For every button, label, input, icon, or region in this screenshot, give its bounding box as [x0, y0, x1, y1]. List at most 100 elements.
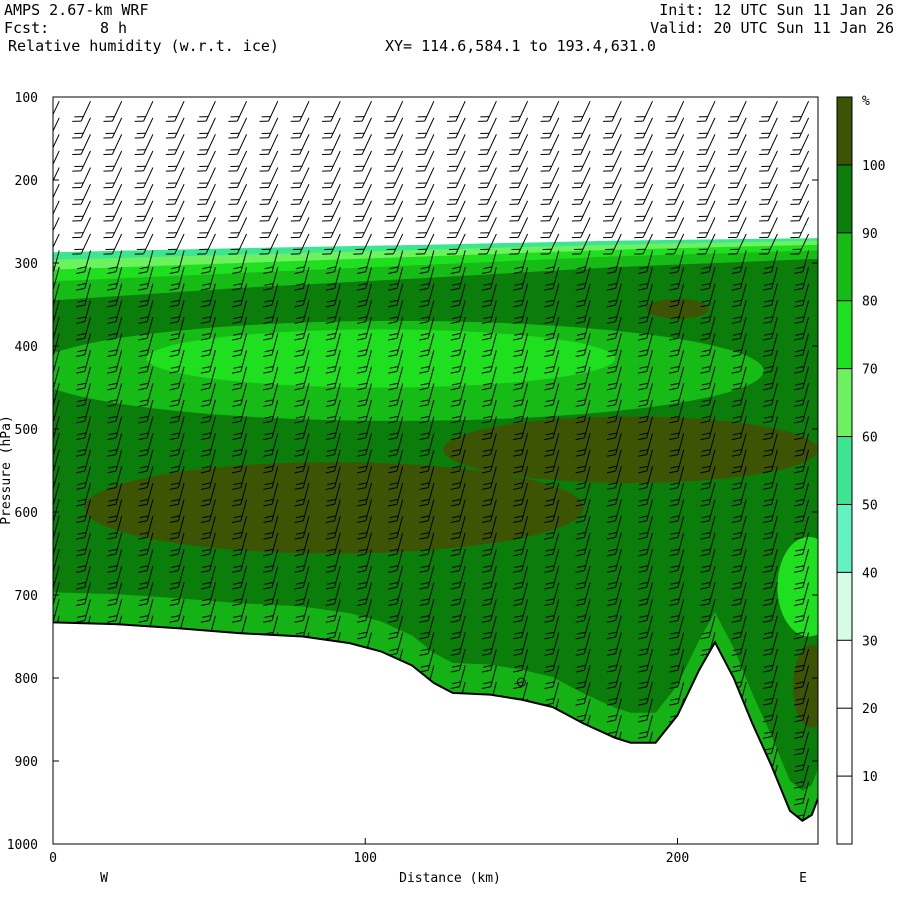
wind-barb [232, 366, 248, 391]
wind-barb [669, 283, 685, 308]
wind-barb [228, 117, 248, 139]
wind-barb [388, 333, 404, 358]
wind-barb [478, 200, 497, 222]
wind-barb [446, 100, 466, 122]
wind-barb [134, 200, 154, 222]
y-axis-title: Pressure (hPa) [0, 415, 14, 525]
wind-barb [450, 632, 466, 656]
wind-barb [794, 300, 810, 324]
wind-barb [637, 466, 653, 490]
y-tick-label: 1000 [7, 838, 38, 853]
wind-barb [356, 250, 372, 275]
wind-barb [353, 100, 372, 122]
wind-barb [481, 665, 497, 690]
wind-barb [603, 233, 622, 255]
wind-barb [481, 549, 497, 573]
wind-barb [696, 117, 716, 139]
wind-barb [138, 366, 154, 391]
wind-barb [325, 482, 341, 507]
wind-barb [481, 399, 497, 424]
wind-barb [138, 250, 154, 275]
wind-barb [513, 383, 529, 407]
wind-barb [700, 266, 716, 291]
wind-barb [263, 300, 279, 324]
wind-barb [107, 250, 123, 275]
wind-barb [356, 615, 372, 640]
wind-barb [356, 482, 372, 507]
wind-barb [481, 599, 497, 623]
wind-barb [637, 565, 653, 590]
wind-barb [232, 499, 248, 524]
wind-barb [75, 349, 91, 374]
wind-barb [637, 698, 653, 723]
wind-barb [481, 366, 497, 391]
wind-barb [200, 283, 216, 308]
wind-barb [731, 648, 747, 673]
wind-barb [450, 499, 466, 524]
wind-barb [197, 183, 216, 205]
wind-barb [75, 433, 91, 457]
wind-barb [322, 134, 341, 155]
wind-barb [669, 416, 685, 441]
wind-barb [259, 150, 279, 172]
colorbar-tick-label: 90 [862, 227, 878, 242]
wind-barb [75, 599, 91, 623]
colorbar-segment [837, 436, 852, 505]
wind-barb [450, 333, 466, 358]
wind-barb [415, 183, 435, 205]
wind-barb [228, 200, 248, 222]
wind-barb [603, 150, 622, 172]
wind-barb [575, 466, 591, 490]
wind-barb [263, 283, 279, 308]
plot-frame [52, 96, 819, 845]
wind-barb [200, 582, 216, 607]
wind-barb [790, 150, 810, 172]
wind-barb [731, 449, 747, 474]
wind-barb [356, 383, 372, 407]
wind-barb [103, 100, 123, 122]
wind-barb [700, 549, 716, 573]
wind-barb [263, 366, 279, 391]
wind-barb [513, 416, 529, 441]
wind-barb [669, 599, 685, 623]
wind-barb [169, 599, 185, 623]
wind-barb [75, 399, 91, 424]
wind-barb [388, 250, 404, 275]
wind-barb [107, 349, 123, 374]
wind-barb [388, 599, 404, 623]
wind-barb [169, 283, 185, 308]
wind-barb [107, 266, 123, 291]
wind-barb [134, 134, 154, 155]
wind-barb [169, 449, 185, 474]
wind-barb [544, 383, 560, 407]
wind-barb [540, 233, 560, 255]
wind-barb [762, 499, 778, 524]
wind-barb [384, 200, 404, 222]
wind-barb [200, 316, 216, 341]
wind-barb [107, 499, 123, 524]
wind-barb [325, 300, 341, 324]
wind-barb [169, 549, 185, 573]
wind-barb [450, 316, 466, 341]
wind-barb [700, 565, 716, 590]
wind-barb [544, 499, 560, 524]
wind-barb [169, 366, 185, 391]
wind-barb [669, 582, 685, 607]
wind-barb [169, 499, 185, 524]
colorbar-tick-label: 60 [862, 431, 878, 446]
wind-barb [481, 449, 497, 474]
wind-barb [509, 233, 529, 255]
wind-barb [290, 134, 310, 155]
wind-barb [169, 300, 185, 324]
wind-barb [606, 433, 622, 457]
wind-barb [388, 349, 404, 374]
wind-barb [259, 233, 279, 255]
wind-barb [571, 134, 591, 155]
wind-barb [790, 100, 810, 122]
wind-barb [72, 183, 91, 205]
wind-barb [353, 167, 372, 189]
wind-barb [669, 632, 685, 656]
wind-barb [575, 449, 591, 474]
wind-barb [762, 599, 778, 623]
y-tick-label: 300 [15, 257, 38, 272]
